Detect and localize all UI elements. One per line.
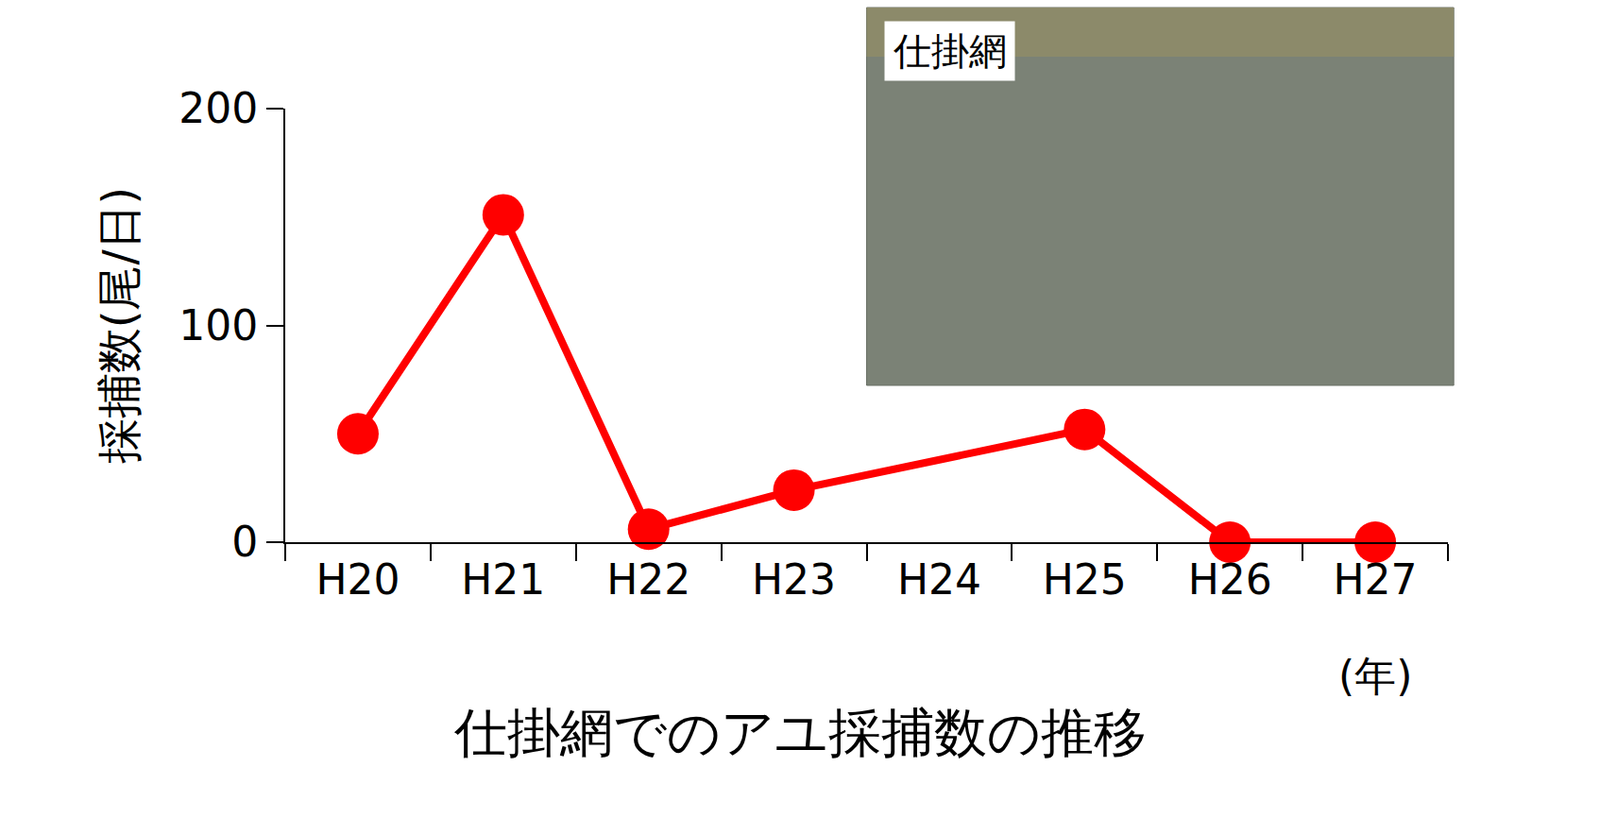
svg-text:200: 200 bbox=[178, 84, 258, 133]
svg-text:100: 100 bbox=[178, 301, 258, 350]
svg-text:H24: H24 bbox=[897, 555, 982, 604]
svg-text:H20: H20 bbox=[315, 555, 400, 604]
svg-text:H26: H26 bbox=[1188, 555, 1273, 604]
svg-text:採捕数(尾/日): 採捕数(尾/日) bbox=[92, 187, 146, 465]
svg-text:仕掛網: 仕掛網 bbox=[892, 29, 1007, 73]
svg-text:H23: H23 bbox=[751, 555, 836, 604]
svg-text:H21: H21 bbox=[460, 555, 545, 604]
svg-text:H25: H25 bbox=[1042, 555, 1127, 604]
svg-text:H27: H27 bbox=[1333, 555, 1418, 604]
svg-text:仕掛網でのアユ採捕数の推移: 仕掛網でのアユ採捕数の推移 bbox=[453, 701, 1147, 764]
svg-text:0: 0 bbox=[231, 517, 258, 566]
svg-text:(年): (年) bbox=[1338, 651, 1413, 700]
svg-text:H22: H22 bbox=[606, 555, 691, 604]
